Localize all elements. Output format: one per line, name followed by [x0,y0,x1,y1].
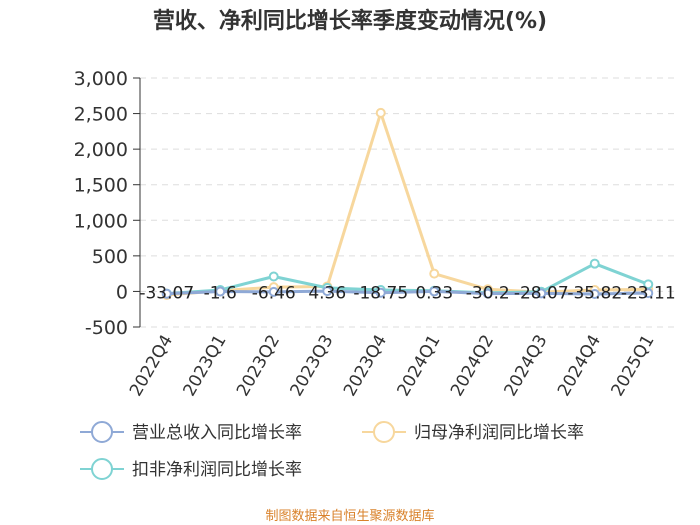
series-lines [161,107,654,300]
legend-marker-net-profit [373,421,395,443]
data-label: -35.82 [567,283,622,303]
data-point[interactable] [322,286,333,297]
data-point[interactable] [589,258,600,269]
source-note: 制图数据来自恒生聚源数据库 [265,508,434,524]
data-point[interactable] [536,288,547,299]
legend-item-net-profit[interactable]: 归母净利润同比增长率 [362,421,584,443]
y-tick-label: 500 [92,246,128,268]
data-point[interactable] [268,286,279,297]
x-tick-label: 2025Q1 [608,332,659,400]
x-tick-label: 2024Q4 [554,332,605,400]
y-tick-label: 1,500 [74,175,128,197]
data-label: -1.6 [204,283,237,303]
data-label: 4.36 [308,283,346,303]
data-point[interactable] [589,288,600,299]
legend[interactable]: 营业总收入同比增长率 归母净利润同比增长率 扣非净利润同比增长率 [80,421,584,480]
series-line [166,289,649,296]
data-point[interactable] [643,288,654,299]
x-tick-label: 2024Q3 [501,332,552,400]
x-tick-label: 2023Q1 [180,332,231,400]
data-label: -33.07 [139,283,194,303]
y-axis: 3,000 2,500 2,000 1,500 1,000 500 0 -500 [74,68,141,339]
y-tick-label: 1,000 [74,210,128,232]
data-point[interactable] [429,268,440,279]
x-tick-label: 2023Q4 [340,332,391,400]
data-point[interactable] [429,286,440,297]
data-label: 0.33 [415,283,453,303]
x-tick-label: 2024Q2 [447,332,498,400]
legend-marker-revenue [91,421,113,443]
y-tick-label: 3,000 [74,68,128,90]
x-tick-label: 2023Q2 [233,332,284,400]
y-tick-label: 2,000 [74,139,128,161]
data-point[interactable] [482,288,493,299]
data-point[interactable] [215,286,226,297]
data-point[interactable] [375,107,386,118]
y-tick-label: 0 [116,281,128,303]
legend-item-deducted-profit[interactable]: 扣非净利润同比增长率 [80,458,302,480]
data-label: -18.75 [353,283,408,303]
legend-label-deducted-profit: 扣非净利润同比增长率 [132,460,302,480]
y-tick-label: 2,500 [74,104,128,126]
legend-label-net-profit: 归母净利润同比增长率 [414,423,584,443]
y-tick-label: -500 [85,317,128,339]
data-label: -30.2 [466,283,510,303]
x-tick-label: 2024Q1 [394,332,445,400]
x-tick-label: 2022Q4 [126,332,177,400]
data-label: -6.46 [252,283,296,303]
data-labels: -33.07 -1.6 -6.46 4.36 -18.75 0.33 -30.2 -28.07… [139,283,675,303]
data-point[interactable] [161,288,172,299]
legend-label-revenue: 营业总收入同比增长率 [132,423,302,443]
data-point[interactable] [375,287,386,298]
x-tick-label: 2023Q3 [287,332,338,400]
series-line [166,262,649,296]
legend-item-revenue[interactable]: 营业总收入同比增长率 [80,421,302,443]
data-label: -23.11 [621,283,676,303]
data-label: -28.07 [514,283,569,303]
x-axis: 2022Q4 2023Q1 2023Q2 2023Q3 2023Q4 2024Q1 2024… [126,332,659,400]
legend-marker-deducted-profit [91,458,113,480]
data-point[interactable] [268,271,279,282]
series-line [166,111,649,297]
chart-title: 营收、净利同比增长率季度变动情况(%) [153,8,547,34]
